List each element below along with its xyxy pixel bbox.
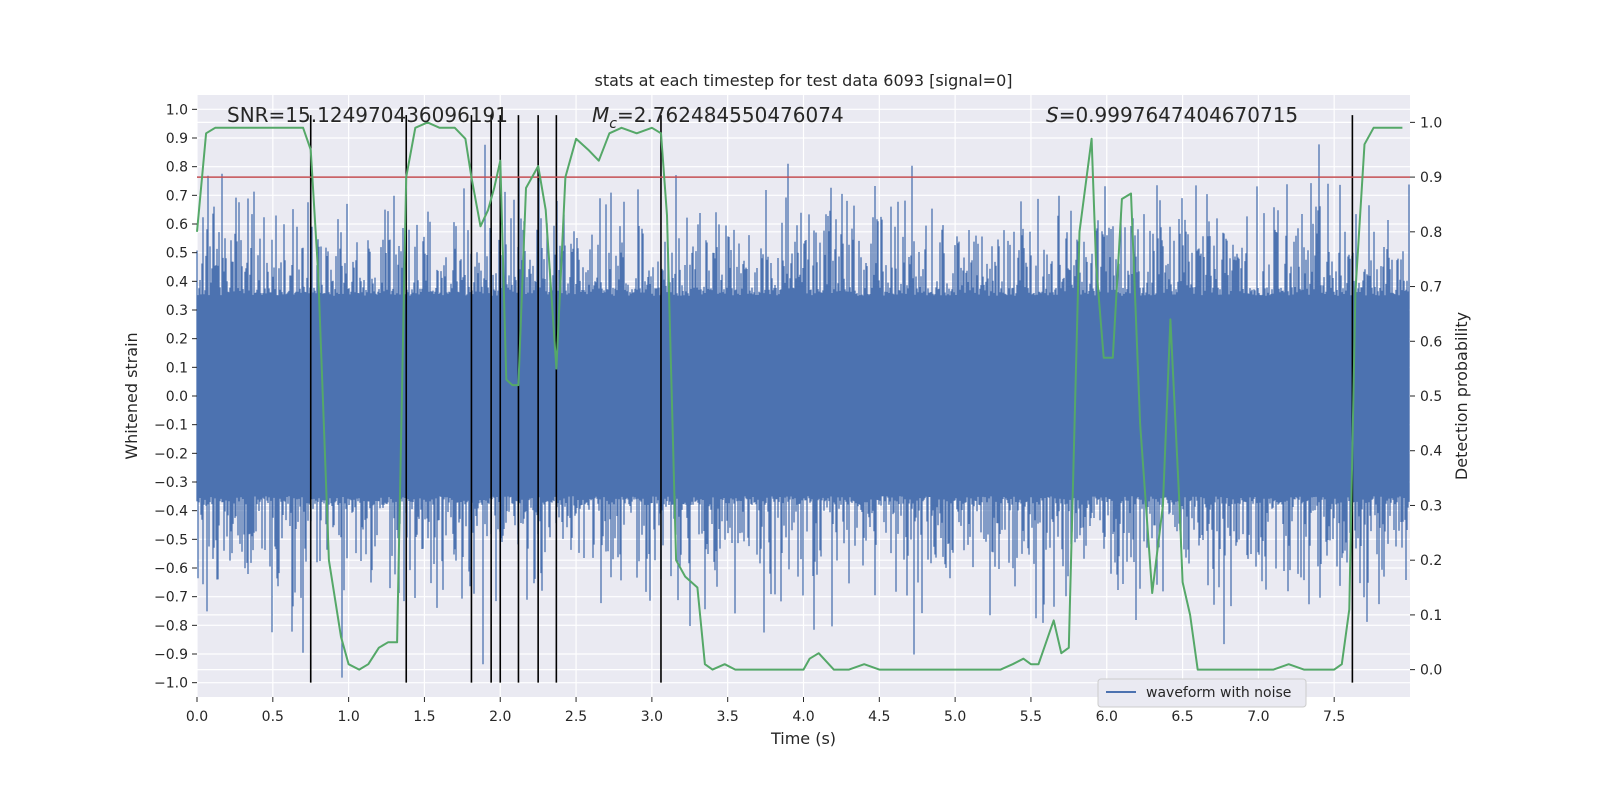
y-left-tick-label-12: −0.2 <box>154 446 188 462</box>
probability-line <box>196 121 1403 671</box>
x-tick-label-8: 4.0 <box>792 709 814 725</box>
x-tick-label-13: 6.5 <box>1171 709 1193 725</box>
y-left-tick-label-16: −0.6 <box>154 561 188 577</box>
x-tick-label-6: 3.0 <box>641 709 663 725</box>
x-tick-label-7: 3.5 <box>717 709 739 725</box>
y-axis-label-left: Whitened strain <box>122 332 141 459</box>
y-left-tick-label-6: 0.4 <box>166 274 188 290</box>
y-left-tick-label-1: 0.9 <box>166 131 188 147</box>
y-left-tick-label-18: −0.8 <box>154 618 188 634</box>
y-right-tick-label-10: 0.0 <box>1420 663 1442 679</box>
y-right-tick-label-7: 0.3 <box>1420 498 1442 514</box>
y-right-tick-label-9: 0.1 <box>1420 608 1442 624</box>
x-tick-label-4: 2.0 <box>489 709 511 725</box>
y-right-tick-label-8: 0.2 <box>1420 553 1442 569</box>
y-right-tick-label-6: 0.4 <box>1420 444 1442 460</box>
x-axis-label: Time (s) <box>770 729 836 748</box>
y-left-tick-label-9: 0.1 <box>166 360 188 376</box>
y-left-tick-label-11: −0.1 <box>154 418 188 434</box>
x-tick-label-15: 7.5 <box>1323 709 1345 725</box>
y-right-tick-label-4: 0.6 <box>1420 334 1442 350</box>
y-left-tick-label-0: 1.0 <box>166 102 188 118</box>
s-annotation: S=0.9997647404670715 <box>1046 103 1298 127</box>
trigger-lines <box>309 115 1354 683</box>
y-left-tick-label-8: 0.2 <box>166 332 188 348</box>
y-axis-label-right: Detection probability <box>1452 312 1471 480</box>
y-right-tick-label-0: 1.0 <box>1420 115 1442 131</box>
chart-title: stats at each timestep for test data 609… <box>594 71 1012 90</box>
s-value: =0.9997647404670715 <box>1059 103 1298 127</box>
y-left-tick-label-7: 0.3 <box>166 303 188 319</box>
y-left-tick-label-20: −1.0 <box>154 676 188 692</box>
mc-annotation: Mc=2.762484550476074 <box>592 103 844 132</box>
x-tick-label-10: 5.0 <box>944 709 966 725</box>
x-tick-label-2: 1.0 <box>337 709 359 725</box>
mc-subscript: c <box>609 116 617 132</box>
probability-series <box>196 121 1403 671</box>
y-right-tick-label-3: 0.7 <box>1420 280 1442 296</box>
legend-entry-waveform: waveform with noise <box>1146 685 1291 701</box>
x-tick-label-1: 0.5 <box>262 709 284 725</box>
y-left-tick-label-2: 0.8 <box>166 160 188 176</box>
y-left-tick-label-4: 0.6 <box>166 217 188 233</box>
axes: 0.0 0.5 1.0 1.5 2.0 2.5 3.0 3.5 4.0 4.5 5.0 5.5 6.0 6… <box>154 102 1442 725</box>
y-left-tick-label-13: −0.3 <box>154 475 188 491</box>
legend: waveform with noise <box>1097 678 1307 708</box>
y-right-tick-label-5: 0.5 <box>1420 389 1442 405</box>
waveform-series <box>196 144 1410 678</box>
y-right-tick-label-1: 0.9 <box>1420 170 1442 186</box>
y-right-tick-label-2: 0.8 <box>1420 225 1442 241</box>
s-symbol: S <box>1046 103 1059 127</box>
y-left-tick-label-3: 0.7 <box>166 188 188 204</box>
y-left-tick-label-10: 0.0 <box>166 389 188 405</box>
x-tick-label-14: 7.0 <box>1247 709 1269 725</box>
x-tick-label-5: 2.5 <box>565 709 587 725</box>
mc-value: =2.762484550476074 <box>617 103 844 127</box>
x-tick-label-3: 1.5 <box>413 709 435 725</box>
y-left-tick-label-15: −0.5 <box>154 532 188 548</box>
snr-annotation: SNR=15.124970436096191 <box>227 103 508 127</box>
y-left-tick-label-17: −0.7 <box>154 590 188 606</box>
x-tick-label-9: 4.5 <box>868 709 890 725</box>
x-tick-label-0: 0.0 <box>186 709 208 725</box>
y-left-tick-label-14: −0.4 <box>154 504 188 520</box>
y-left-tick-label-5: 0.5 <box>166 246 188 262</box>
x-tick-label-11: 5.5 <box>1020 709 1042 725</box>
mc-symbol: M <box>592 103 609 127</box>
waveform-line <box>196 144 1410 678</box>
y-left-tick-label-19: −0.9 <box>154 647 188 663</box>
x-tick-label-12: 6.0 <box>1096 709 1118 725</box>
legend-box <box>1097 678 1307 708</box>
